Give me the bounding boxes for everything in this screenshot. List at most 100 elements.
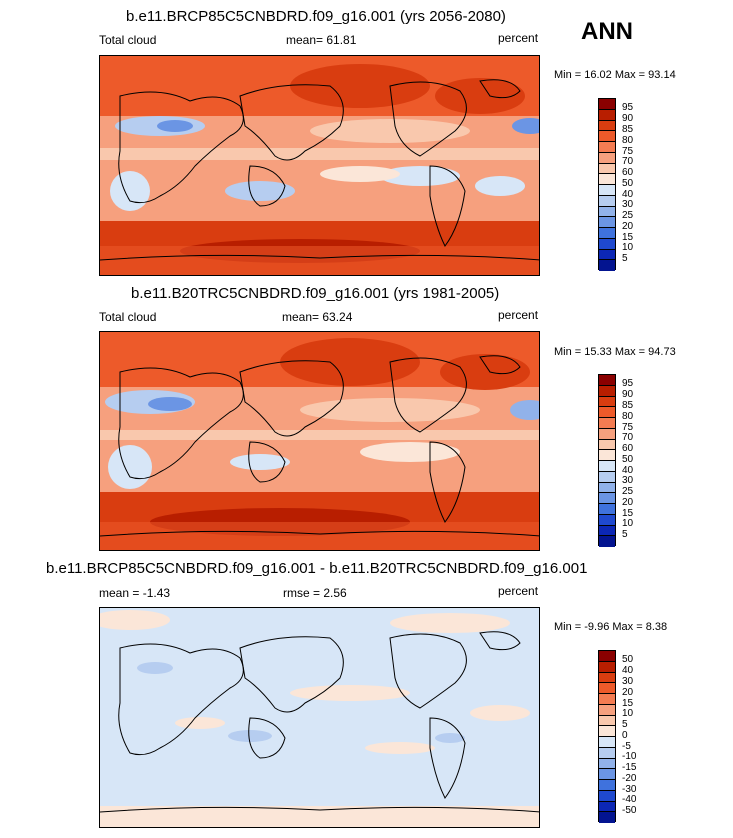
panel2-mean-label: mean= 63.24 — [282, 310, 353, 324]
panel2-colorbar-swatch — [599, 428, 615, 440]
panel1-colorbar-label: 15 — [622, 232, 634, 243]
panel3-mean-label: mean = -1.43 — [99, 586, 171, 600]
panel3-colorbar-label: 30 — [622, 676, 634, 687]
panel2-colorbar-label: 70 — [622, 432, 634, 443]
panel3-colorbar-swatch — [599, 812, 615, 823]
panel1-colorbar-label: 85 — [622, 124, 634, 135]
panel1-colorbar-swatch — [599, 206, 615, 218]
panel1-colorbar-swatch — [599, 142, 615, 153]
panel2-variable-label: Total cloud — [99, 310, 157, 324]
panel3-colorbar-swatch — [599, 651, 615, 662]
panel1-colorbar-label: 70 — [622, 156, 634, 167]
panel2-units-label: percent — [498, 308, 539, 322]
panel3-colorbar-label: 50 — [622, 654, 634, 665]
panel2-colorbar-label: 20 — [622, 497, 634, 508]
panel1-variable-label: Total cloud — [99, 33, 157, 47]
panel2-title: b.e11.B20TRC5CNBDRD.f09_g16.001 (yrs 198… — [131, 285, 500, 302]
panel2-colorbar-swatch — [599, 493, 615, 504]
panel2-colorbar-swatch — [599, 514, 615, 526]
panel3-colorbar-swatch — [599, 801, 615, 813]
panel3-colorbar-label: 20 — [622, 687, 634, 698]
panel3-colorbar-label: 15 — [622, 698, 634, 709]
panel2-colorbar-label: 75 — [622, 422, 634, 433]
panel2-colorbar-label: 50 — [622, 454, 634, 465]
panel1-colorbar-label: 80 — [622, 135, 634, 146]
panel1-title: b.e11.BRCP85C5CNBDRD.f09_g16.001 (yrs 20… — [126, 8, 506, 25]
panel2-colorbar-swatch — [599, 482, 615, 494]
panel1-colorbar-label: 5 — [622, 253, 628, 264]
panel3-colorbar-label: 40 — [622, 665, 634, 676]
panel3-colorbar — [598, 650, 616, 823]
panel1-units-label: percent — [498, 31, 539, 45]
panel1-map — [99, 55, 540, 276]
panel3-colorbar-label: -5 — [622, 741, 631, 752]
panel2-colorbar-label: 40 — [622, 465, 634, 476]
panel2-minmax: Min = 15.33 Max = 94.73 — [554, 346, 676, 358]
panel2-colorbar-swatch — [599, 525, 615, 537]
panel1-colorbar-swatch — [599, 152, 615, 164]
panel3-colorbar-swatch — [599, 715, 615, 727]
panel3-colorbar-swatch — [599, 661, 615, 673]
panel3-colorbar-label: 10 — [622, 708, 634, 719]
panel3-colorbar-swatch — [599, 694, 615, 705]
panel3-colorbar-swatch — [599, 790, 615, 802]
panel2-colorbar-label: 10 — [622, 518, 634, 529]
panel3-colorbar-label: -50 — [622, 805, 637, 816]
panel1-colorbar-swatch — [599, 217, 615, 228]
panel2-colorbar-swatch — [599, 407, 615, 418]
panel2-colorbar-label: 95 — [622, 378, 634, 389]
panel3-title: b.e11.BRCP85C5CNBDRD.f09_g16.001 - b.e11… — [46, 560, 588, 577]
panel1-minmax: Min = 16.02 Max = 93.14 — [554, 69, 676, 81]
panel1-colorbar-label: 75 — [622, 146, 634, 157]
panel2-colorbar-label: 30 — [622, 475, 634, 486]
season-label: ANN — [581, 18, 633, 45]
panel1-colorbar-swatch — [599, 195, 615, 207]
panel2-colorbar-label: 60 — [622, 443, 634, 454]
panel1-colorbar-swatch — [599, 185, 615, 196]
panel1-colorbar-swatch — [599, 260, 615, 271]
panel3-colorbar-swatch — [599, 758, 615, 770]
panel1-colorbar-swatch — [599, 249, 615, 261]
panel1-colorbar-label: 10 — [622, 242, 634, 253]
panel1-colorbar-swatch — [599, 120, 615, 132]
panel3-colorbar-label: 0 — [622, 730, 628, 741]
panel1-colorbar-label: 20 — [622, 221, 634, 232]
panel1-colorbar-swatch — [599, 174, 615, 185]
panel2-colorbar-swatch — [599, 471, 615, 483]
panel1-colorbar-label: 30 — [622, 199, 634, 210]
panel3-colorbar-label: 5 — [622, 719, 628, 730]
panel3-colorbar-swatch — [599, 747, 615, 759]
panel2-map-svg — [100, 332, 539, 550]
panel1-colorbar-label: 25 — [622, 210, 634, 221]
panel2-colorbar-swatch — [599, 375, 615, 386]
panel2-colorbar-swatch — [599, 396, 615, 408]
panel2-colorbar-swatch — [599, 504, 615, 515]
panel3-colorbar-swatch — [599, 737, 615, 748]
panel3-map-svg — [100, 608, 539, 827]
panel2-colorbar-swatch — [599, 536, 615, 547]
panel1-colorbar-label: 60 — [622, 167, 634, 178]
panel3-colorbar-swatch — [599, 683, 615, 694]
panel2-colorbar-label: 25 — [622, 486, 634, 497]
panel1-colorbar-swatch — [599, 99, 615, 110]
panel3-colorbar-label: -30 — [622, 784, 637, 795]
panel2-colorbar-swatch — [599, 385, 615, 397]
panel2-colorbar-swatch — [599, 450, 615, 461]
panel1-colorbar-swatch — [599, 228, 615, 239]
panel3-rmse-label: rmse = 2.56 — [283, 586, 347, 600]
panel2-colorbar-label: 15 — [622, 508, 634, 519]
panel3-colorbar-swatch — [599, 769, 615, 780]
panel1-colorbar-label: 40 — [622, 189, 634, 200]
panel1-colorbar-label: 90 — [622, 113, 634, 124]
panel3-units-label: percent — [498, 584, 539, 598]
panel2-colorbar-label: 80 — [622, 411, 634, 422]
panel3-colorbar-label: -10 — [622, 751, 637, 762]
panel1-colorbar-swatch — [599, 131, 615, 142]
panel1-colorbar — [598, 98, 616, 271]
panel3-colorbar-label: -15 — [622, 762, 637, 773]
panel3-colorbar-label: -20 — [622, 773, 637, 784]
panel3-colorbar-swatch — [599, 672, 615, 684]
panel2-colorbar-label: 5 — [622, 529, 628, 540]
panel2-colorbar — [598, 374, 616, 547]
panel3-colorbar-label: -40 — [622, 794, 637, 805]
